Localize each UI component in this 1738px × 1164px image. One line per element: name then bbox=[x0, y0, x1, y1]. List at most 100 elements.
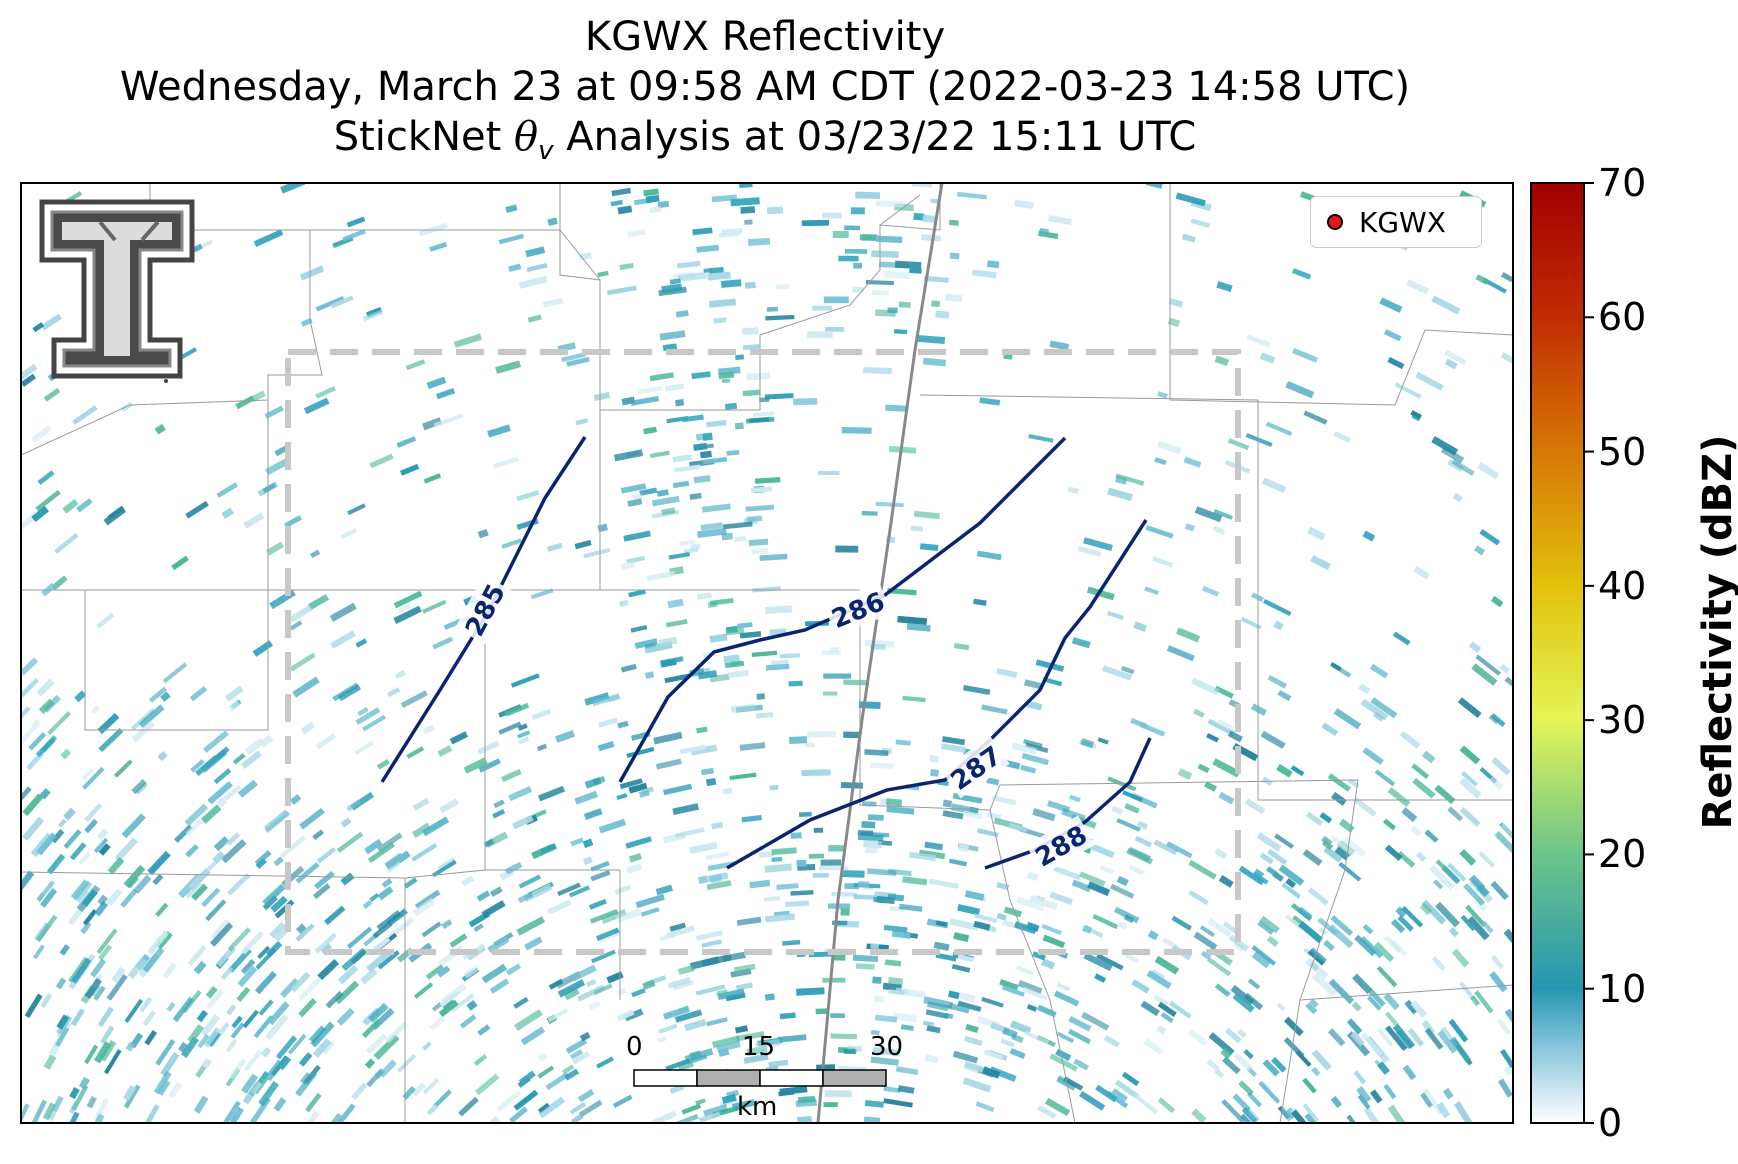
echo-gate bbox=[262, 883, 286, 906]
echo-gate bbox=[1024, 1030, 1050, 1045]
echo-gate bbox=[97, 1006, 114, 1028]
echo-gate bbox=[527, 314, 542, 323]
echo-gate bbox=[1475, 274, 1489, 285]
echo-gate bbox=[913, 213, 925, 221]
echo-gate bbox=[625, 836, 652, 849]
echo-gate bbox=[766, 306, 779, 312]
echo-gate bbox=[513, 996, 529, 1009]
echo-gate bbox=[1237, 1028, 1247, 1038]
echo-gate bbox=[310, 1021, 335, 1048]
echo-gate bbox=[730, 197, 760, 207]
echo-gate bbox=[315, 385, 337, 399]
echo-gate bbox=[216, 482, 238, 498]
echo-gate bbox=[844, 248, 868, 254]
echo-gate bbox=[501, 538, 523, 549]
echo-gate bbox=[1214, 983, 1231, 998]
echo-gate bbox=[1194, 506, 1223, 523]
echo-gate bbox=[948, 858, 967, 867]
echo-gate bbox=[135, 782, 148, 795]
echo-gate bbox=[56, 1014, 70, 1030]
echo-gate bbox=[1490, 713, 1506, 728]
echo-gate bbox=[1131, 979, 1150, 994]
echo-gate bbox=[691, 371, 711, 380]
title-prefix: StickNet bbox=[333, 114, 502, 160]
echo-gate bbox=[508, 263, 522, 273]
echo-gate bbox=[509, 1106, 528, 1123]
echo-gate bbox=[703, 1103, 728, 1118]
echo-gate bbox=[582, 856, 593, 865]
echo-gate bbox=[1474, 545, 1486, 556]
echo-gate bbox=[32, 322, 45, 333]
echo-gate bbox=[174, 824, 193, 843]
echo-gate bbox=[1401, 807, 1418, 823]
echo-gate bbox=[1387, 356, 1405, 370]
echo-gate bbox=[646, 570, 676, 582]
echo-gate bbox=[764, 863, 792, 873]
echo-gate bbox=[696, 726, 708, 734]
echo-gate bbox=[1157, 440, 1182, 455]
echo-gate bbox=[1476, 883, 1490, 898]
echo-gate bbox=[546, 542, 563, 552]
echo-gate bbox=[784, 900, 810, 908]
highway-line bbox=[816, 183, 944, 1123]
echo-gate bbox=[949, 252, 960, 260]
echo-gate bbox=[620, 483, 647, 494]
echo-gate bbox=[1073, 1058, 1090, 1071]
echo-gate bbox=[758, 851, 775, 859]
echo-gate bbox=[1360, 1031, 1383, 1057]
echo-gate bbox=[653, 731, 683, 745]
echo-gate bbox=[1082, 924, 1093, 934]
echo-gate bbox=[824, 1090, 852, 1098]
echo-gate bbox=[1392, 1023, 1416, 1050]
echo-gate bbox=[265, 1014, 289, 1041]
echo-gate bbox=[1176, 627, 1201, 643]
echo-gate bbox=[253, 229, 284, 247]
echo-gate bbox=[517, 1076, 531, 1088]
echo-gate bbox=[86, 1095, 97, 1109]
echo-gate bbox=[1213, 508, 1233, 520]
echo-gate bbox=[982, 1066, 1001, 1079]
echo-gate bbox=[1246, 334, 1271, 348]
echo-gate bbox=[1251, 951, 1271, 969]
echo-gate bbox=[1228, 934, 1250, 952]
echo-gate bbox=[1330, 1095, 1343, 1108]
echo-gate bbox=[530, 588, 554, 600]
echo-gate bbox=[357, 706, 369, 717]
echo-gate bbox=[706, 880, 732, 891]
echo-gate bbox=[1221, 1098, 1246, 1123]
echo-gate bbox=[557, 979, 586, 998]
echo-gate bbox=[1188, 859, 1217, 880]
echo-gate bbox=[918, 849, 946, 860]
echo-gate bbox=[696, 244, 720, 253]
echo-gate bbox=[425, 964, 444, 980]
echo-gate bbox=[1377, 1027, 1394, 1047]
echo-gate bbox=[228, 1058, 247, 1080]
echo-gate bbox=[844, 225, 861, 231]
echo-gate bbox=[147, 930, 170, 955]
echo-gate bbox=[935, 920, 948, 927]
echo-gate bbox=[91, 984, 104, 999]
echo-gate bbox=[617, 987, 627, 996]
echo-gate bbox=[21, 657, 39, 676]
echo-gate bbox=[307, 594, 330, 610]
double-t-logo-icon bbox=[39, 199, 195, 383]
echo-gate bbox=[756, 693, 766, 700]
echo-gate bbox=[1459, 745, 1481, 765]
echo-gate bbox=[1459, 981, 1476, 1001]
echo-gate bbox=[1431, 295, 1461, 315]
echo-gate bbox=[1363, 1106, 1383, 1123]
echo-gate bbox=[598, 818, 627, 834]
echo-gate bbox=[812, 872, 829, 878]
echo-gate bbox=[872, 1047, 901, 1057]
echo-gate bbox=[121, 813, 146, 839]
echo-gate bbox=[801, 219, 830, 227]
echo-gate bbox=[734, 1025, 749, 1034]
echo-gate bbox=[1068, 1015, 1092, 1032]
echo-gate bbox=[422, 1077, 440, 1095]
echo-gate bbox=[649, 450, 670, 458]
echo-gate bbox=[739, 742, 766, 751]
scale-tick-30: 30 bbox=[870, 1032, 904, 1062]
echo-gate bbox=[564, 1068, 580, 1081]
echo-gate bbox=[1494, 830, 1513, 857]
echo-gate bbox=[655, 758, 682, 770]
